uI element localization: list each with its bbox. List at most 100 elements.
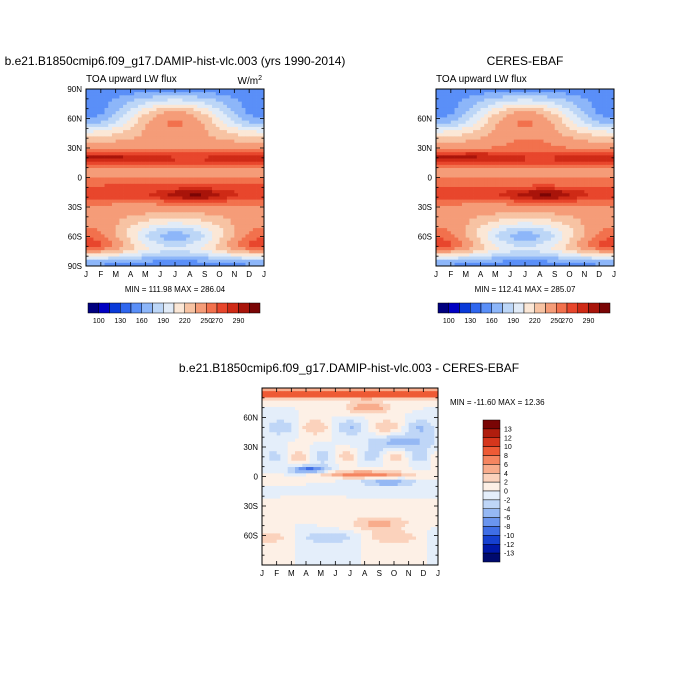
panel-obs-cell [480, 130, 485, 134]
panel-model-cell [149, 98, 154, 102]
panel-obs-cell [562, 202, 567, 207]
panel-model-cell [93, 130, 98, 134]
panel-model-cell [111, 117, 117, 121]
panel-obs-cell [513, 89, 518, 93]
panel-obs-cell [513, 196, 518, 200]
panel-obs-cell [562, 158, 567, 163]
panel-model-cell [108, 149, 113, 153]
panel-model-cell [241, 209, 246, 213]
panel-model-cell [111, 180, 117, 185]
panel-obs-cell [569, 133, 574, 137]
panel-model-cell [234, 155, 239, 159]
panel-model-cell [252, 149, 257, 153]
panel-model-cell [204, 212, 209, 216]
panel-obs-cell [473, 212, 478, 216]
panel-model-cell [212, 145, 217, 150]
panel-model-cell [208, 107, 213, 112]
panel-obs-cell [562, 133, 567, 137]
panel-model-cell [193, 180, 198, 185]
panel-model-cell [130, 209, 135, 213]
panel-obs-cell [539, 190, 544, 194]
panel-model-cell [171, 186, 176, 191]
panel-obs-cell [602, 190, 607, 194]
panel-model-cell [234, 177, 239, 182]
panel-obs-cell [591, 174, 596, 178]
panel-model-cell [256, 259, 261, 264]
panel-obs-cell [436, 139, 441, 144]
panel-obs-cell [476, 136, 481, 140]
panel-model-cell [119, 247, 124, 251]
panel-model-cell [119, 114, 124, 118]
panel-obs-cell [447, 183, 452, 188]
panel-obs-cell [573, 104, 578, 109]
panel-obs-cell [532, 107, 537, 112]
panel-model-cell [204, 256, 209, 261]
panel-model-cell [149, 139, 154, 144]
panel-model-cell [245, 95, 250, 99]
panel-obs-cell [565, 218, 570, 223]
panel-obs-cell [525, 205, 530, 210]
panel-model-cell [163, 215, 168, 219]
panel-obs-cell [595, 183, 600, 188]
panel-model-cell [241, 247, 246, 251]
panel-model-cell [86, 164, 91, 169]
panel-model-cell [97, 142, 102, 147]
panel-model-cell [208, 126, 213, 131]
panel-model-cell [160, 218, 165, 223]
panel-obs-cell [506, 152, 511, 156]
panel-obs-cell [443, 161, 448, 166]
panel-obs-cell [558, 98, 563, 102]
panel-model-cell [130, 130, 135, 134]
panel-obs-cell [525, 92, 530, 96]
panel-obs-cell [502, 177, 507, 182]
panel-obs-cell [525, 161, 530, 166]
panel-obs-cell [436, 164, 441, 169]
panel-obs-cell [506, 89, 511, 93]
panel-model-cell [134, 149, 139, 153]
panel-model-cell [130, 193, 135, 197]
panel-model-cell [186, 107, 191, 112]
panel-obs-cell [588, 161, 593, 166]
panel-obs-cell [539, 215, 544, 219]
panel-model-cell [126, 221, 131, 226]
panel-obs-cell [558, 92, 563, 96]
panel-obs-cell [573, 193, 578, 197]
panel-obs-cell [502, 117, 507, 121]
panel-model-cell [167, 104, 172, 109]
panel-obs-cell [599, 164, 604, 169]
panel-obs-cell [569, 149, 574, 153]
panel-model-cell [171, 171, 176, 175]
panel-model-cell [219, 95, 224, 99]
panel-model-cell [137, 221, 142, 226]
panel-obs-cell [465, 221, 470, 226]
panel-obs-cell [565, 145, 570, 150]
panel-model-cell [193, 218, 198, 223]
panel-model-cell [197, 183, 202, 188]
panel-model-cell [193, 199, 198, 204]
panel-model-cell [245, 205, 250, 210]
panel-model-cell [86, 139, 91, 144]
panel-obs-cell [487, 164, 492, 169]
panel-model-cell [115, 247, 120, 251]
panel-obs-cell [487, 212, 492, 216]
panel-model-cell [104, 199, 109, 204]
panel-obs-cell [584, 171, 589, 175]
panel-model-cell [186, 149, 191, 153]
panel-obs-cell [465, 199, 470, 204]
panel-obs-cell [525, 117, 530, 121]
panel-model-cell [163, 183, 168, 188]
panel-obs-cell [547, 180, 552, 185]
panel-obs-cell [562, 164, 567, 169]
panel-model-cell [200, 111, 206, 115]
panel-model-cell [208, 262, 213, 267]
panel-obs-cell [602, 193, 607, 197]
panel-obs-cell [461, 123, 467, 128]
panel-obs-cell [506, 196, 511, 200]
panel-obs-cell [447, 114, 452, 118]
panel-obs-cell [573, 209, 578, 213]
panel-model-cell [197, 111, 202, 115]
panel-model-colorbar-label: 270 [211, 318, 223, 325]
panel-model-cell [204, 120, 209, 125]
panel-model-cell [111, 114, 117, 118]
panel-obs-cell [562, 92, 567, 96]
